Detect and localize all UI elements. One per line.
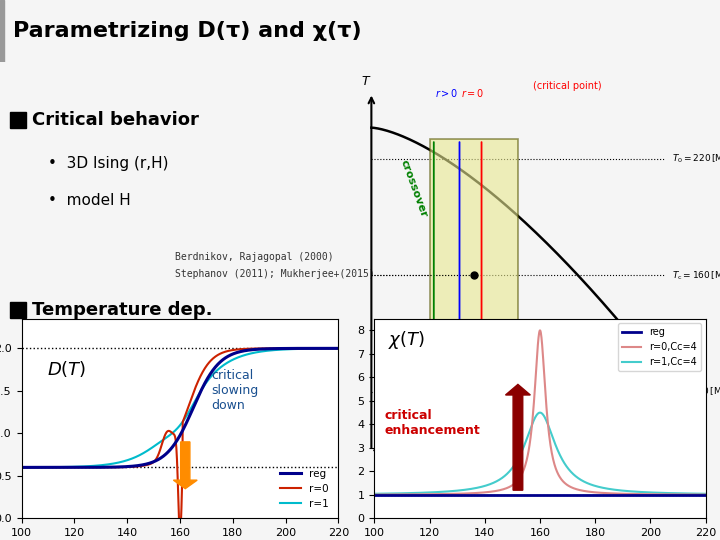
r=0,Cc=4 — [634, 491, 643, 497]
Text: •  model H: • model H — [48, 193, 131, 208]
reg — [157, 455, 166, 461]
Legend: reg, r=0, r=1: reg, r=0, r=1 — [276, 464, 333, 513]
Text: $T$: $T$ — [361, 75, 371, 88]
r=0 — [50, 464, 58, 471]
reg — [701, 491, 710, 498]
r=1,Cc=4 — [598, 484, 606, 491]
r=1 — [17, 464, 26, 470]
Text: $T_\mathrm{c} = 160\,[\mathrm{MeV}]$: $T_\mathrm{c} = 160\,[\mathrm{MeV}]$ — [672, 269, 720, 282]
r=0 — [176, 532, 184, 538]
r=1,Cc=4 — [504, 469, 513, 476]
Text: $r>0$: $r>0$ — [435, 86, 459, 99]
r=1,Cc=4 — [516, 451, 525, 458]
r=0,Cc=4 — [516, 474, 525, 480]
reg — [334, 345, 343, 352]
reg — [17, 464, 26, 471]
Text: $T_\mathrm{f} = 100\,[\mathrm{MeV}]$: $T_\mathrm{f} = 100\,[\mathrm{MeV}]$ — [672, 386, 720, 399]
Line: r=1: r=1 — [22, 348, 338, 467]
reg — [145, 460, 154, 467]
r=1,Cc=4 — [404, 490, 413, 496]
Text: Parametrizing D(τ) and χ(τ): Parametrizing D(τ) and χ(τ) — [13, 21, 361, 41]
reg — [270, 346, 279, 352]
r=0 — [17, 464, 26, 471]
r=1 — [145, 446, 154, 453]
Text: (critical point): (critical point) — [533, 81, 602, 91]
Text: STAR(2014): STAR(2014) — [599, 431, 652, 441]
r=1,Cc=4 — [634, 489, 643, 495]
r=1 — [334, 345, 343, 352]
r=0,Cc=4 — [536, 327, 544, 334]
Bar — [10, 112, 26, 128]
Bar — [10, 302, 26, 319]
r=0 — [334, 345, 343, 352]
Text: critical
enhancement: critical enhancement — [384, 408, 480, 436]
r=1,Cc=4 — [629, 488, 637, 495]
r=1 — [235, 354, 243, 360]
Line: r=0,Cc=4: r=0,Cc=4 — [374, 330, 706, 495]
FancyArrow shape — [174, 442, 197, 489]
r=0,Cc=4 — [370, 491, 379, 498]
reg — [516, 491, 525, 498]
r=1 — [270, 347, 279, 353]
r=1,Cc=4 — [370, 490, 379, 497]
r=0 — [265, 345, 274, 352]
r=0,Cc=4 — [504, 484, 513, 491]
r=0,Cc=4 — [701, 491, 710, 498]
reg — [629, 491, 637, 498]
Text: $\chi(T)$: $\chi(T)$ — [387, 328, 425, 350]
Legend: reg, r=0,Cc=4, r=1,Cc=4: reg, r=0,Cc=4, r=1,Cc=4 — [618, 323, 701, 371]
Line: reg: reg — [22, 348, 338, 468]
r=1 — [50, 464, 58, 470]
r=0,Cc=4 — [404, 491, 413, 498]
Text: Stephanov (2011); Mukherjee+(2015): Stephanov (2011); Mukherjee+(2015) — [175, 268, 374, 279]
reg — [264, 346, 273, 352]
reg — [404, 491, 413, 498]
reg — [634, 491, 643, 498]
Text: $r=0$: $r=0$ — [461, 86, 484, 99]
Text: $\mu_\mathrm{B}$: $\mu_\mathrm{B}$ — [687, 447, 703, 461]
Text: crossover: crossover — [398, 159, 428, 219]
Text: $D(T)$: $D(T)$ — [47, 359, 86, 379]
r=0 — [270, 345, 279, 352]
Bar — [0, 0, 4, 62]
reg — [235, 349, 243, 355]
Text: •  3D Ising (r,H): • 3D Ising (r,H) — [48, 156, 168, 171]
Line: r=1,Cc=4: r=1,Cc=4 — [374, 413, 706, 494]
Text: Berdnikov, Rajagopal (2000): Berdnikov, Rajagopal (2000) — [175, 252, 333, 262]
Text: Temperature dep.: Temperature dep. — [32, 301, 212, 319]
r=1,Cc=4 — [701, 490, 710, 497]
reg — [598, 491, 606, 498]
r=0 — [157, 443, 166, 450]
r=0 — [145, 461, 154, 468]
Line: r=0: r=0 — [22, 348, 338, 535]
r=1 — [157, 438, 166, 444]
reg — [504, 491, 513, 498]
FancyArrow shape — [505, 384, 531, 490]
Bar — [430, 139, 518, 353]
reg — [370, 491, 379, 498]
r=1,Cc=4 — [536, 409, 544, 416]
Text: Critical behavior: Critical behavior — [32, 111, 199, 129]
r=1 — [264, 347, 273, 354]
Text: $T_0 = 220\,[\mathrm{MeV}]$: $T_0 = 220\,[\mathrm{MeV}]$ — [672, 152, 720, 165]
Text: critical
slowing
down: critical slowing down — [212, 368, 259, 411]
r=0,Cc=4 — [629, 491, 637, 497]
r=0,Cc=4 — [598, 490, 606, 496]
reg — [50, 464, 58, 471]
r=0 — [235, 346, 244, 353]
